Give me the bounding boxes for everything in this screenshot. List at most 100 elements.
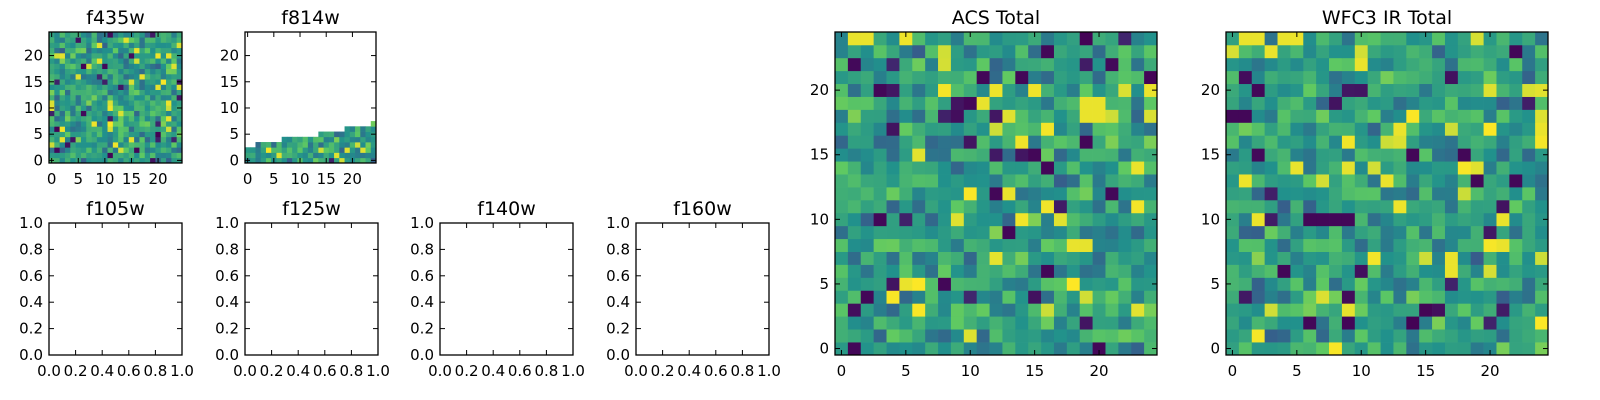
heatmap-cell — [1419, 316, 1433, 330]
heatmap-cell — [1118, 187, 1132, 201]
heatmap-cell — [1303, 32, 1317, 46]
x-tick-label: 10 — [95, 170, 114, 188]
heatmap-cell — [166, 42, 172, 49]
heatmap-cell — [1015, 264, 1029, 278]
heatmap-cell — [134, 79, 140, 85]
heatmap-cell — [1251, 316, 1265, 330]
x-tick-label: 0.2 — [64, 362, 88, 380]
heatmap-cell — [1457, 70, 1472, 85]
heatmap-cell — [370, 142, 377, 148]
heatmap-cell — [64, 47, 71, 54]
heatmap-cell — [75, 100, 82, 106]
heatmap-cell — [1002, 316, 1016, 330]
heatmap-cell — [1226, 109, 1240, 123]
heatmap-cell — [102, 100, 108, 106]
heatmap-cell — [1432, 199, 1446, 214]
heatmap-cell — [1496, 251, 1510, 265]
heatmap-cell — [1496, 70, 1510, 85]
heatmap-cell — [899, 122, 913, 136]
heatmap-cell — [1457, 44, 1472, 59]
y-tick-label: 1.0 — [606, 214, 630, 232]
heatmap-cell — [860, 225, 874, 240]
heatmap-cell — [96, 79, 103, 85]
heatmap-cell — [1509, 199, 1523, 214]
heatmap-cell — [1251, 238, 1265, 252]
heatmap-cell — [1316, 212, 1330, 227]
heatmap-cell — [1277, 277, 1291, 291]
heatmap-cell — [1264, 148, 1278, 162]
heatmap-cell — [1105, 83, 1119, 97]
heatmap-cell — [144, 142, 151, 148]
heatmap-cell — [1028, 238, 1042, 252]
heatmap-cell — [938, 303, 952, 317]
heatmap-cell — [886, 277, 900, 291]
heatmap-cell — [80, 58, 87, 64]
heatmap-cell — [118, 94, 124, 101]
heatmap-cell — [297, 136, 303, 143]
heatmap-cell — [59, 100, 66, 106]
heatmap-cell — [96, 121, 103, 127]
heatmap-cell — [1053, 329, 1068, 343]
heatmap-cell — [1354, 342, 1369, 356]
heatmap-cell — [1470, 122, 1484, 136]
heatmap-cell — [1092, 148, 1106, 162]
heatmap-cell — [1432, 225, 1446, 240]
heatmap-cell — [96, 63, 103, 70]
heatmap-cells-f435w — [49, 32, 183, 164]
heatmap-cell — [1406, 161, 1420, 175]
heatmap-cell — [70, 115, 76, 122]
heatmap-cell — [1522, 70, 1536, 85]
heatmap-cell — [176, 115, 183, 122]
heatmap-cell — [139, 32, 146, 38]
heatmap-cell — [349, 136, 356, 143]
heatmap-cell — [1380, 342, 1394, 356]
heatmap-cell — [144, 157, 151, 164]
heatmap-cell — [166, 63, 172, 70]
heatmap-cell — [134, 126, 140, 132]
heatmap-cell — [1226, 303, 1240, 317]
heatmap-cell — [1535, 316, 1549, 330]
heatmap-cell — [899, 264, 913, 278]
heatmap-cell — [80, 89, 87, 96]
heatmap-cell — [160, 73, 167, 80]
heatmap-cell — [1419, 96, 1433, 110]
heatmap-cell — [128, 131, 135, 138]
heatmap-cell — [886, 135, 900, 149]
heatmap-cell — [75, 121, 82, 127]
heatmap-cell — [64, 68, 71, 75]
heatmap-cell — [128, 147, 135, 153]
heatmap-cell — [1144, 187, 1158, 201]
heatmap-cell — [75, 58, 82, 64]
heatmap-cell — [1118, 290, 1132, 304]
heatmap-cell — [1354, 199, 1369, 214]
heatmap-cell — [1470, 161, 1484, 175]
heatmap-cell — [1118, 32, 1132, 46]
heatmap-cell — [86, 147, 92, 153]
heatmap-cell — [1015, 225, 1029, 240]
heatmap-cell — [134, 142, 140, 148]
heatmap-cell — [139, 142, 146, 148]
heatmap-cell — [1457, 277, 1472, 291]
y-tick-label: 0.0 — [410, 346, 434, 364]
heatmap-cell — [1079, 290, 1093, 304]
heatmap-cell — [1522, 303, 1536, 317]
heatmap-cell — [171, 147, 178, 153]
heatmap-cell — [1406, 212, 1420, 227]
heatmap-cell — [1226, 238, 1240, 252]
heatmap-cell — [1509, 161, 1523, 175]
heatmap-cell — [860, 316, 874, 330]
heatmap-cell — [286, 152, 293, 159]
heatmap-cell — [75, 73, 82, 80]
heatmap-cell — [250, 152, 256, 159]
heatmap-cell — [1028, 199, 1042, 214]
heatmap-cell — [96, 115, 103, 122]
heatmap-cell — [860, 264, 874, 278]
heatmap-cell — [96, 73, 103, 80]
heatmap-cell — [107, 110, 114, 117]
heatmap-cell — [1264, 122, 1278, 136]
heatmap-cell — [344, 157, 351, 164]
heatmap-cell — [139, 131, 146, 138]
heatmap-cell — [1041, 316, 1055, 330]
heatmap-cell — [128, 84, 135, 90]
